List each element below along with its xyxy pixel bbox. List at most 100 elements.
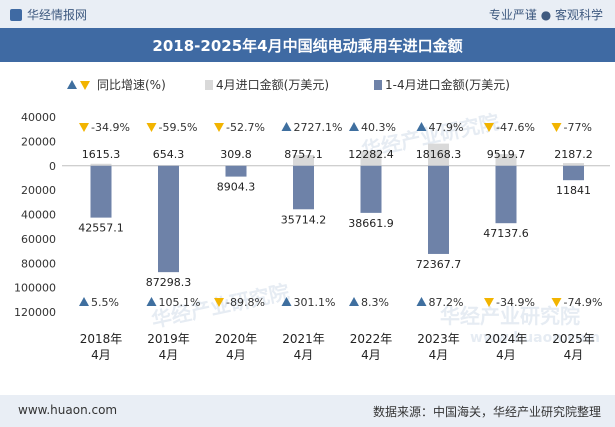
x-tick-label: 4月 bbox=[294, 348, 314, 362]
data-label-month: 2187.2 bbox=[554, 148, 593, 161]
growth-down-icon bbox=[146, 123, 157, 132]
brand-name: 华经情报网 bbox=[27, 8, 88, 22]
growth-monthly-label: -34.9% bbox=[91, 121, 130, 134]
x-tick-label: 4月 bbox=[91, 348, 111, 362]
x-tick-label: 4月 bbox=[226, 348, 246, 362]
y-tick-label: 20000 bbox=[21, 135, 56, 148]
x-tick-label: 2022年 bbox=[350, 332, 393, 346]
growth-down-icon bbox=[484, 123, 494, 132]
footer-url: www.huaon.com bbox=[18, 403, 118, 417]
y-tick-label: 80000 bbox=[21, 257, 56, 270]
x-tick-label: 4月 bbox=[496, 348, 516, 362]
bar-month bbox=[293, 155, 314, 166]
legend-label: 4月进口金额(万美元) bbox=[216, 77, 329, 92]
growth-cumulative-label: 5.5% bbox=[91, 296, 119, 309]
y-tick-label: 40000 bbox=[21, 111, 56, 124]
data-label-month: 8757.1 bbox=[284, 148, 323, 161]
data-label-month: 9519.7 bbox=[487, 148, 526, 161]
bar-cumulative bbox=[428, 165, 449, 254]
growth-down-icon bbox=[484, 298, 494, 307]
growth-up-icon bbox=[416, 297, 427, 306]
growth-up-icon bbox=[349, 122, 359, 131]
growth-cumulative-label: -34.9% bbox=[496, 296, 535, 309]
data-label-month: 18168.3 bbox=[416, 148, 462, 161]
bar-month bbox=[225, 165, 247, 166]
bar-cumulative bbox=[225, 165, 247, 177]
growth-down-icon bbox=[79, 123, 89, 132]
data-label-cumulative: 47137.6 bbox=[483, 227, 529, 240]
growth-up-icon bbox=[146, 297, 157, 306]
growth-monthly-label: 2727.1% bbox=[294, 121, 343, 134]
bar-cumulative bbox=[90, 165, 112, 218]
legend-label: 同比增速(%) bbox=[97, 78, 166, 92]
x-tick-label: 2024年 bbox=[485, 332, 528, 346]
title-bar: 2018-2025年4月中国纯电动乘用车进口金额 bbox=[0, 28, 615, 62]
x-tick-label: 4月 bbox=[361, 348, 381, 362]
x-tick-label: 4月 bbox=[429, 348, 449, 362]
growth-up-icon bbox=[416, 122, 427, 131]
brand: 华经情报网 bbox=[10, 6, 87, 23]
growth-cumulative-label: -89.8% bbox=[226, 296, 265, 309]
growth-monthly-label: -77% bbox=[564, 121, 592, 134]
bar-cumulative bbox=[360, 165, 382, 213]
x-tick-label: 2018年 bbox=[80, 332, 123, 346]
data-label-cumulative: 87298.3 bbox=[146, 276, 192, 289]
y-tick-label: 120000 bbox=[14, 306, 56, 319]
legend-up-icon bbox=[67, 80, 77, 89]
legend-label: 1-4月进口金额(万美元) bbox=[385, 77, 510, 92]
data-label-month: 1615.3 bbox=[82, 148, 121, 161]
footer: www.huaon.com 数据来源：中国海关，华经产业研究院整理 bbox=[0, 395, 615, 427]
x-tick-label: 2025年 bbox=[552, 332, 595, 346]
bar-month bbox=[563, 163, 584, 166]
y-tick-label: 0 bbox=[49, 160, 56, 173]
data-label-month: 654.3 bbox=[153, 148, 185, 161]
bar-month bbox=[90, 163, 112, 166]
bar-cumulative bbox=[495, 165, 517, 224]
growth-up-icon bbox=[79, 297, 89, 306]
growth-monthly-label: -47.6% bbox=[496, 121, 535, 134]
footer-source: 数据来源：中国海关，华经产业研究院整理 bbox=[372, 405, 601, 419]
bar-cumulative bbox=[158, 165, 179, 273]
legend-swatch bbox=[374, 80, 382, 90]
growth-down-icon bbox=[214, 298, 224, 307]
growth-cumulative-label: 87.2% bbox=[429, 296, 464, 309]
legend-down-icon bbox=[80, 81, 90, 90]
y-tick-label: 20000 bbox=[21, 184, 56, 197]
data-label-cumulative: 42557.1 bbox=[78, 222, 124, 235]
data-label-month: 309.8 bbox=[220, 148, 252, 161]
data-label-cumulative: 72367.7 bbox=[416, 258, 462, 271]
bar-cumulative bbox=[293, 165, 314, 210]
y-tick-label: 60000 bbox=[21, 233, 56, 246]
top-bar: 华经情报网 专业严谨 ● 客观科学 bbox=[0, 0, 615, 28]
chart: 同比增速(%) 4月进口金额(万美元) 1-4月进口金额(万美元) 40000 2000… bbox=[14, 77, 610, 362]
growth-cumulative-label: 301.1% bbox=[294, 296, 336, 309]
growth-up-icon bbox=[349, 297, 359, 306]
bar-cumulative bbox=[563, 165, 584, 181]
growth-down-icon bbox=[551, 123, 562, 132]
growth-monthly-label: -52.7% bbox=[226, 121, 265, 134]
y-tick-label: 100000 bbox=[14, 282, 56, 295]
x-tick-label: 2019年 bbox=[147, 332, 190, 346]
data-label-cumulative: 35714.2 bbox=[281, 213, 327, 226]
data-label-cumulative: 38661.9 bbox=[348, 217, 394, 230]
bar-month bbox=[158, 164, 179, 166]
data-label-cumulative: 11841 bbox=[556, 184, 591, 197]
y-tick-label: 40000 bbox=[21, 209, 56, 222]
tagline: 专业严谨 ● 客观科学 bbox=[488, 8, 603, 22]
bar-month bbox=[495, 154, 517, 166]
x-tick-label: 2023年 bbox=[417, 332, 460, 346]
x-tick-label: 4月 bbox=[564, 348, 584, 362]
growth-cumulative-label: 105.1% bbox=[159, 296, 201, 309]
growth-up-icon bbox=[281, 122, 292, 131]
brand-logo-icon bbox=[10, 9, 22, 21]
legend-swatch bbox=[205, 80, 213, 90]
x-tick-label: 4月 bbox=[159, 348, 179, 362]
bar-month bbox=[428, 143, 449, 166]
x-tick-label: 2021年 bbox=[282, 332, 325, 346]
data-label-month: 12282.4 bbox=[348, 148, 394, 161]
growth-monthly-label: -59.5% bbox=[159, 121, 198, 134]
bar-month bbox=[360, 150, 382, 166]
data-label-cumulative: 8904.3 bbox=[217, 181, 256, 194]
growth-up-icon bbox=[281, 297, 292, 306]
growth-down-icon bbox=[551, 298, 562, 307]
